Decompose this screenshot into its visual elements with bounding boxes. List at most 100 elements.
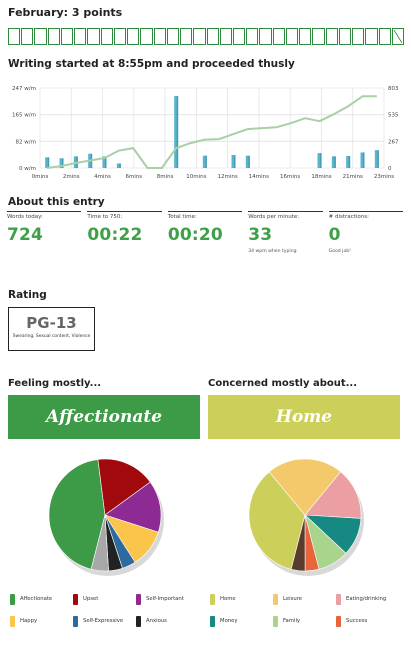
point-box: [47, 28, 60, 45]
words-per-minute-bar: [374, 150, 379, 168]
point-box: [299, 28, 312, 45]
legend-item: Upset: [73, 593, 98, 605]
feeling-heading: Feeling mostly...: [8, 378, 102, 389]
rating-reason: Swearing, Sexual content, Violence: [12, 334, 91, 339]
feeling-legend: Affectionate Upset Self-Important Happy Self…: [10, 593, 210, 633]
point-box: [100, 28, 113, 45]
words-per-minute-bar: [346, 156, 351, 168]
bar-shade: [234, 155, 236, 168]
point-box: [219, 28, 232, 45]
words-per-minute-bar: [116, 163, 121, 168]
legend-label: Leisure: [283, 596, 303, 602]
legend-swatch: [210, 615, 215, 627]
point-box: [87, 28, 100, 45]
point-box: [391, 28, 405, 45]
point-box: [232, 28, 246, 45]
point-box: [378, 28, 391, 45]
point-box: [206, 28, 219, 45]
legend-swatch: [336, 615, 341, 627]
legend-label: Happy: [20, 618, 38, 624]
bar-shade: [334, 156, 336, 168]
stat-label: Words today:: [7, 214, 43, 220]
month-title: February: 3 points: [8, 6, 123, 19]
x-tick-label: 12mins: [218, 174, 238, 180]
words-per-minute-bar: [317, 153, 322, 168]
point-box: [259, 28, 272, 45]
point-box: [365, 28, 378, 45]
concern-top-banner: Home: [208, 395, 400, 439]
legend-label: Family: [283, 618, 301, 624]
point-box: [312, 28, 325, 45]
x-tick-label: 4mins: [94, 174, 111, 180]
cumulative-words-line: [47, 95, 377, 169]
point-box: [74, 28, 87, 45]
x-tick-label: 0mins: [32, 174, 49, 180]
legend-item: Happy: [10, 615, 37, 627]
legend-label: Affectionate: [20, 596, 53, 602]
rating-heading: Rating: [8, 289, 47, 301]
y-right-tick-label: 803: [388, 86, 399, 92]
x-tick-label: 2mins: [63, 174, 80, 180]
stat-words-today: Words today: 724: [7, 211, 82, 254]
pie-slice-eating-drinking: [304, 471, 362, 519]
legend-item: Self-Expressive: [73, 615, 123, 627]
point-box: [140, 28, 153, 45]
x-tick-label: 18mins: [311, 174, 331, 180]
stat-value: 0: [328, 225, 341, 245]
concern-legend: Home Leisure Eating/drinking Money Family Suc…: [210, 593, 410, 633]
words-per-minute-bar: [360, 152, 365, 168]
y-right-tick-label: 0: [388, 166, 392, 172]
point-box: [338, 28, 352, 45]
bar-shade: [119, 163, 121, 168]
point-box: [180, 28, 193, 45]
point-box: [166, 28, 180, 45]
x-tick-label: 16mins: [280, 174, 300, 180]
stat-label: Total time:: [167, 214, 197, 220]
stat-note: 34 wpm when typing: [248, 249, 297, 254]
point-box: [113, 28, 127, 45]
legend-swatch: [210, 593, 215, 605]
y-left-tick-label: 165 w/m: [12, 113, 36, 119]
y-left-tick-label: 82 w/m: [16, 139, 36, 145]
legend-swatch: [136, 593, 141, 605]
words-per-minute-bar: [59, 158, 64, 168]
bar-shade: [47, 157, 50, 168]
stat-note: Good job!: [328, 249, 352, 254]
bar-shade: [205, 155, 207, 168]
y-right-tick-label: 267: [388, 139, 399, 145]
entry-stats: Words today: 724 Time to 750: 00:22 Tota…: [7, 211, 404, 254]
legend-item: Home: [210, 593, 236, 605]
x-tick-label: 21mins: [343, 174, 363, 180]
rating-badge: PG-13 Swearing, Sexual content, Violence: [8, 307, 95, 351]
point-box: [8, 28, 21, 45]
legend-label: Self-Important: [146, 596, 184, 602]
point-box: [193, 28, 206, 45]
stat-value: 00:20: [167, 225, 223, 245]
bar-shade: [248, 155, 250, 168]
legend-item: Money: [210, 615, 238, 627]
point-box: [285, 28, 299, 45]
legend-item: Family: [273, 615, 300, 627]
legend-item: Affectionate: [10, 593, 52, 605]
legend-item: Leisure: [273, 593, 302, 605]
pie-slice-home: [248, 471, 306, 570]
point-box: [153, 28, 166, 45]
legend-swatch: [336, 593, 341, 605]
bar-shade: [105, 156, 107, 168]
concern-pie-chart: [248, 458, 364, 576]
feeling-pie-chart: [48, 458, 164, 576]
x-tick-label: 8mins: [157, 174, 174, 180]
stat-label: # distractions:: [328, 214, 369, 220]
legend-label: Anxious: [146, 618, 167, 624]
legend-item: Anxious: [136, 615, 167, 627]
legend-swatch: [273, 593, 278, 605]
point-box: [60, 28, 74, 45]
writing-timeline-chart: 247 w/m 803 165 w/m 535 82 w/m 267 0 w/m 0 0mins…: [12, 86, 399, 180]
pie-slice-affectionate: [48, 459, 106, 570]
point-box: [34, 28, 47, 45]
chart-heading: Writing started at 8:55pm and proceeded …: [8, 58, 295, 70]
pie-slice-upset: [97, 458, 151, 516]
point-box: [21, 28, 34, 45]
legend-item: Self-Important: [136, 593, 184, 605]
words-per-minute-bar: [45, 157, 50, 168]
